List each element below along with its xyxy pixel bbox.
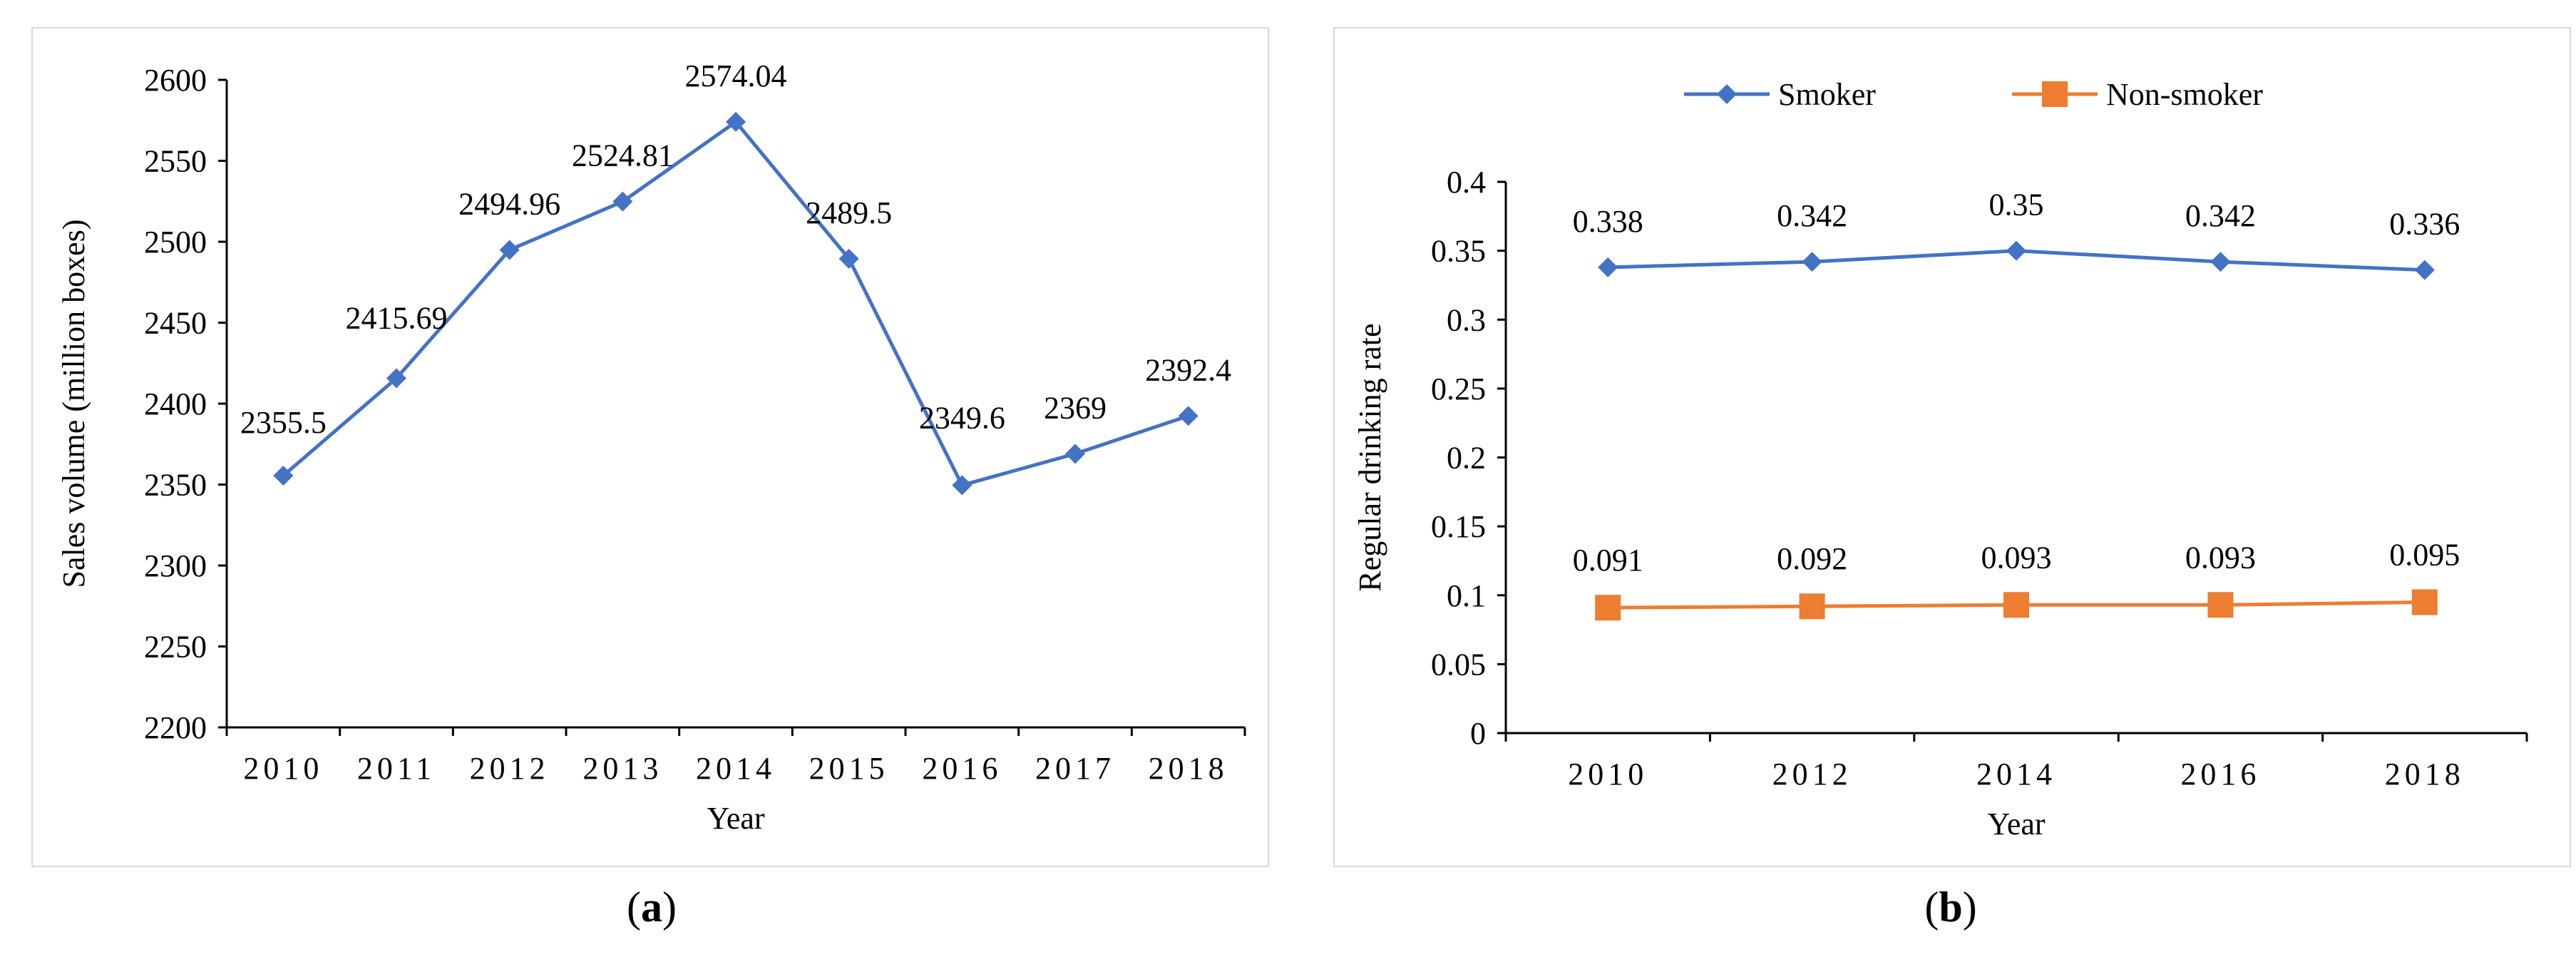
data-point <box>1799 593 1825 620</box>
y-tick-label: 2400 <box>144 387 207 421</box>
data-label: 0.336 <box>2389 207 2460 242</box>
x-tick-label: 2014 <box>1976 757 2056 792</box>
x-axis-title: Year <box>707 801 764 836</box>
data-point <box>2210 252 2231 272</box>
data-point <box>2411 589 2438 615</box>
y-tick-label: 2600 <box>144 63 207 98</box>
chart-panel-b: 0 0.05 0.1 0.15 0.2 0.25 0.3 0.35 0.4 2010 2012 201… <box>1333 27 2571 867</box>
data-label: 2415.69 <box>346 300 448 335</box>
data-label: 2392.4 <box>1145 352 1231 387</box>
y-tick-label: 2250 <box>144 630 207 665</box>
y-tick-label: 0.1 <box>1447 578 1486 613</box>
chart-panel-a: 2200 2250 2300 2350 2400 2450 2500 2550 2600 2010… <box>31 27 1269 867</box>
x-tick-label: 2014 <box>696 751 776 786</box>
legend-label: Non-smoker <box>2106 77 2263 112</box>
x-tick-label: 2012 <box>1772 757 1852 792</box>
y-tick-label: 0.05 <box>1431 647 1486 682</box>
y-tick-label: 2300 <box>144 548 207 583</box>
x-tick-label: 2012 <box>470 751 550 786</box>
caption-b-letter: b <box>1939 884 1963 931</box>
data-point <box>386 368 406 389</box>
legend-marker <box>1717 84 1737 104</box>
y-axis-title: Regular drinking rate <box>1353 323 1387 591</box>
legend-marker <box>2042 81 2068 107</box>
data-point <box>952 475 973 496</box>
data-point <box>2003 592 2029 618</box>
data-label: 2489.5 <box>806 195 892 230</box>
y-tick-label: 2500 <box>144 225 207 260</box>
chart-a-svg: 2200 2250 2300 2350 2400 2450 2500 2550 2600 2010… <box>56 58 1246 836</box>
data-point <box>2207 592 2234 618</box>
data-label: 0.092 <box>1777 541 1847 576</box>
x-tick-label: 2018 <box>1149 751 1228 786</box>
data-point <box>273 466 294 486</box>
x-tick-label: 2017 <box>1035 751 1115 786</box>
x-tick-label: 2010 <box>243 751 323 786</box>
y-tick-label: 0.25 <box>1431 372 1486 406</box>
y-tick-label: 0.3 <box>1447 302 1486 337</box>
data-point <box>1598 257 1618 277</box>
data-label: 0.093 <box>1981 540 2052 575</box>
y-tick-label: 0.4 <box>1447 165 1486 200</box>
data-label: 0.095 <box>2389 537 2460 572</box>
x-axis-title: Year <box>1987 807 2045 841</box>
data-point <box>726 111 746 132</box>
data-point <box>2006 240 2026 261</box>
caption-a: (a) <box>627 884 677 931</box>
y-tick-label: 0.2 <box>1447 441 1486 476</box>
x-tick-label: 2010 <box>1568 757 1648 792</box>
data-label: 0.342 <box>1777 198 1847 233</box>
chart-b-svg: 0 0.05 0.1 0.15 0.2 0.25 0.3 0.35 0.4 2010 2012 201… <box>1353 77 2528 841</box>
data-label: 2574.04 <box>685 58 787 93</box>
caption-b: (b) <box>1924 884 1977 931</box>
y-tick-label: 2200 <box>144 710 207 745</box>
data-label: 2349.6 <box>919 400 1005 435</box>
data-point <box>1178 406 1199 426</box>
data-label: 2524.81 <box>572 138 674 173</box>
y-tick-label: 0 <box>1470 716 1486 751</box>
data-label: 0.338 <box>1573 204 1643 239</box>
data-label: 2369 <box>1044 390 1107 425</box>
data-point <box>1065 444 1085 464</box>
data-point <box>1595 595 1621 621</box>
x-tick-label: 2018 <box>2385 757 2465 792</box>
y-axis-title: Sales volume (million boxes) <box>56 220 91 588</box>
data-point <box>838 248 859 269</box>
data-point <box>2414 260 2435 280</box>
data-label: 0.35 <box>1989 188 2044 222</box>
data-point <box>612 191 633 212</box>
data-label: 0.091 <box>1573 543 1643 578</box>
data-label: 0.342 <box>2185 198 2256 233</box>
y-tick-label: 0.35 <box>1431 234 1486 269</box>
caption-a-letter: a <box>641 884 662 931</box>
x-tick-label: 2011 <box>357 751 436 786</box>
y-tick-label: 2450 <box>144 306 207 341</box>
data-label: 2355.5 <box>240 405 327 440</box>
y-tick-label: 2550 <box>144 144 207 179</box>
x-tick-label: 2013 <box>583 751 662 786</box>
data-point <box>499 240 520 260</box>
x-tick-label: 2016 <box>2180 757 2260 792</box>
data-point <box>1802 252 1822 272</box>
x-tick-label: 2016 <box>922 751 1002 786</box>
legend-label: Smoker <box>1778 77 1876 112</box>
y-tick-label: 0.15 <box>1431 509 1486 544</box>
data-label: 2494.96 <box>458 186 560 221</box>
data-label: 0.093 <box>2185 540 2256 575</box>
x-tick-label: 2015 <box>809 751 889 786</box>
y-tick-label: 2350 <box>144 468 207 503</box>
